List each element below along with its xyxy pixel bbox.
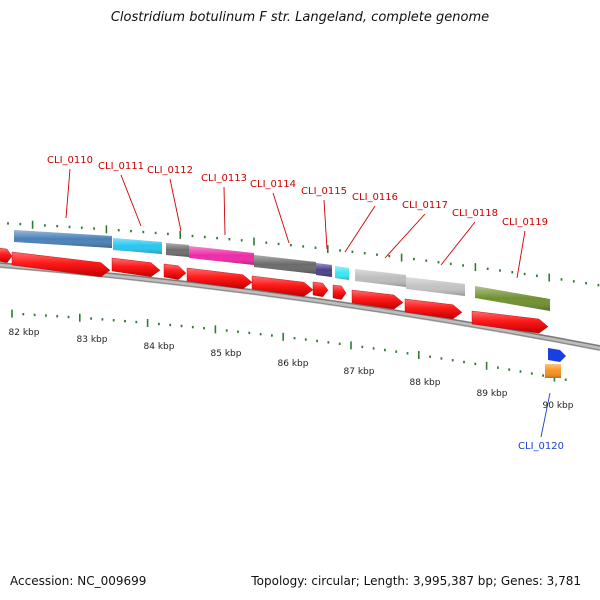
leader-line xyxy=(516,230,526,279)
scale-label: 89 kbp xyxy=(477,389,508,399)
cds-arrow xyxy=(312,281,329,298)
gene-block-shade xyxy=(113,238,162,254)
reverse-strand-marker xyxy=(548,348,566,362)
gene-block-shade xyxy=(406,277,465,296)
cds-arrow xyxy=(471,310,549,334)
gene-block-shade xyxy=(355,269,406,287)
scale-labels: 82 kbp 83 kbp 84 kbp 85 kbp 86 kbp 87 kbp 88 k… xyxy=(9,328,574,411)
gene-block-shade xyxy=(316,263,332,277)
cds-arrow xyxy=(332,284,347,300)
gene-label-cli_0112: CLI_0112 xyxy=(147,165,193,176)
accession-text: Accession: NC_009699 xyxy=(10,574,147,588)
cds-arrow xyxy=(404,298,463,320)
gene-label-cli_0119: CLI_0119 xyxy=(502,217,548,228)
leader-line xyxy=(540,392,551,438)
leader-line xyxy=(223,186,226,236)
cds-arrow xyxy=(251,275,314,297)
label-leader-lines xyxy=(65,168,551,438)
scale-label: 90 kbp xyxy=(543,401,574,411)
scale-label: 88 kbp xyxy=(410,378,441,388)
gene-label-cli_0110: CLI_0110 xyxy=(47,155,93,166)
map-title: Clostridium botulinum F str. Langeland, … xyxy=(110,10,490,25)
gene-label-cli_0111: CLI_0111 xyxy=(98,161,144,172)
leader-line xyxy=(440,221,476,266)
scale-label: 83 kbp xyxy=(77,335,108,345)
leader-line xyxy=(169,178,182,232)
cds-track xyxy=(0,248,549,334)
scale-label: 87 kbp xyxy=(344,367,375,377)
scale-label: 86 kbp xyxy=(278,359,309,369)
gene-label-cli_0120: CLI_0120 xyxy=(518,441,564,452)
outer-tick-row xyxy=(7,220,600,287)
leader-line xyxy=(384,213,426,259)
gene-block-shade xyxy=(189,246,254,265)
scale-label: 84 kbp xyxy=(144,342,175,352)
gene-block-shade xyxy=(545,364,561,378)
leader-line xyxy=(323,199,328,250)
gene-label-cli_0115: CLI_0115 xyxy=(301,186,347,197)
gene-label-cli_0116: CLI_0116 xyxy=(352,192,398,203)
leader-line xyxy=(65,168,71,219)
inner-tick-row xyxy=(11,309,567,382)
gene-block-shade xyxy=(475,286,550,311)
gene-label-cli_0117: CLI_0117 xyxy=(402,200,448,211)
cds-arrow xyxy=(351,289,404,310)
leader-line xyxy=(344,205,376,253)
gene-labels: CLI_0110 CLI_0111 CLI_0112 CLI_0113CLI_0114… xyxy=(47,155,564,452)
gene-block-shade xyxy=(166,243,189,257)
gene-label-cli_0118: CLI_0118 xyxy=(452,208,498,219)
cds-arrow xyxy=(163,263,187,280)
gene-label-cli_0113: CLI_0113 xyxy=(201,173,247,184)
cds-arrow xyxy=(186,267,253,290)
cds-arrow xyxy=(11,251,111,277)
leader-line xyxy=(120,174,142,227)
scale-label: 85 kbp xyxy=(211,349,242,359)
cds-arrow xyxy=(0,248,13,263)
gene-block-shade xyxy=(254,255,316,274)
scale-label: 82 kbp xyxy=(9,328,40,338)
gene-block-shade xyxy=(335,266,349,280)
gene-label-cli_0114: CLI_0114 xyxy=(250,179,296,190)
cds-arrow xyxy=(111,257,161,277)
gene-block-shade xyxy=(14,230,112,248)
genome-summary-text: Topology: circular; Length: 3,995,387 bp… xyxy=(251,574,581,588)
leader-line xyxy=(272,192,290,244)
gene-track xyxy=(14,230,566,378)
